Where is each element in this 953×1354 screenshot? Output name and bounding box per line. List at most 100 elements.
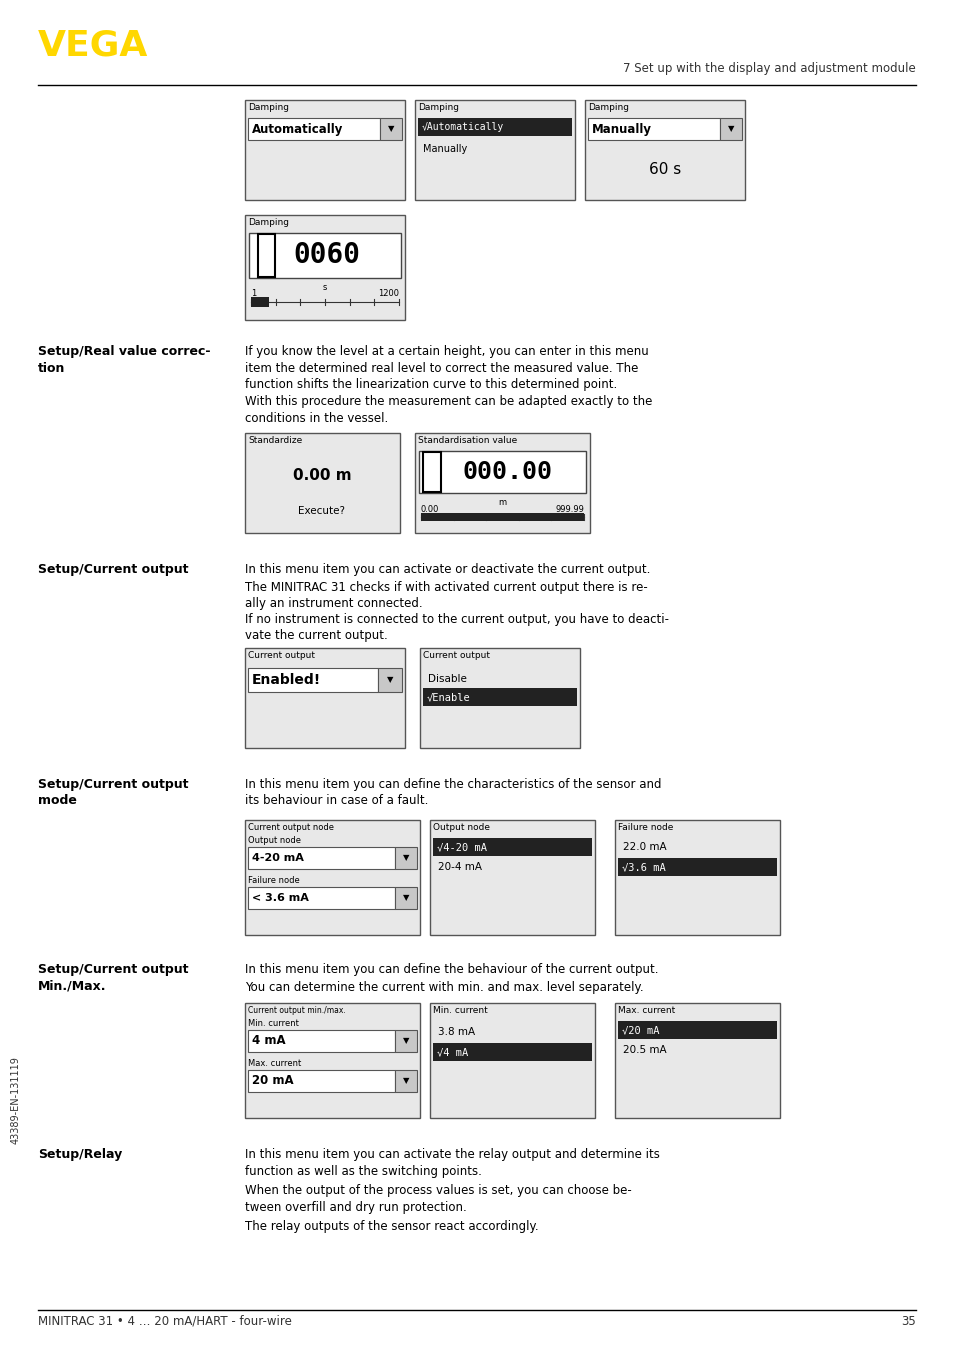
Text: ▼: ▼ <box>402 894 409 903</box>
Bar <box>377 668 401 692</box>
Text: 999.99: 999.99 <box>555 505 583 513</box>
Text: √Automatically: √Automatically <box>421 122 504 131</box>
Text: m: m <box>497 498 505 506</box>
Text: MINITRAC 31 • 4 … 20 mA/HART - four-wire: MINITRAC 31 • 4 … 20 mA/HART - four-wire <box>38 1315 292 1328</box>
Text: In this menu item you can activate the relay output and determine its
function a: In this menu item you can activate the r… <box>245 1148 659 1178</box>
Text: ▼: ▼ <box>402 1076 409 1086</box>
Text: s: s <box>322 283 327 292</box>
Text: In this menu item you can define the characteristics of the sensor and
its behav: In this menu item you can define the cha… <box>245 779 660 807</box>
Text: VEGA: VEGA <box>38 28 149 62</box>
Bar <box>584 100 744 200</box>
Text: Disable: Disable <box>428 674 466 684</box>
Bar <box>618 858 776 876</box>
Text: 3.8 mA: 3.8 mA <box>437 1026 475 1037</box>
Bar <box>379 118 401 139</box>
Text: 20-4 mA: 20-4 mA <box>437 862 481 872</box>
Bar <box>395 1070 416 1091</box>
Bar <box>245 1003 419 1118</box>
Bar <box>618 1021 776 1039</box>
Bar <box>720 118 741 139</box>
Text: The MINITRAC 31 checks if with activated current output there is re-
ally an ins: The MINITRAC 31 checks if with activated… <box>245 581 647 611</box>
Bar <box>248 118 379 139</box>
Bar <box>430 821 595 936</box>
Text: Manually: Manually <box>422 144 467 154</box>
Text: Setup/Current output
Min./Max.: Setup/Current output Min./Max. <box>38 963 189 992</box>
Text: 1200: 1200 <box>377 290 398 298</box>
Bar <box>415 433 589 533</box>
Text: Manually: Manually <box>592 122 651 135</box>
Text: If you know the level at a certain height, you can enter in this menu
item the d: If you know the level at a certain heigh… <box>245 345 648 391</box>
Text: In this menu item you can define the behaviour of the current output.: In this menu item you can define the beh… <box>245 963 658 976</box>
Text: Max. current: Max. current <box>248 1059 301 1068</box>
Text: 000.00: 000.00 <box>462 460 553 483</box>
Text: Damping: Damping <box>248 218 289 227</box>
Text: ▼: ▼ <box>386 676 393 685</box>
Bar <box>615 1003 780 1118</box>
Text: Standardize: Standardize <box>248 436 302 445</box>
Text: ▼: ▼ <box>402 853 409 862</box>
Bar <box>415 100 575 200</box>
Text: Standardisation value: Standardisation value <box>417 436 517 445</box>
Text: Enabled!: Enabled! <box>252 673 321 686</box>
Text: Current output: Current output <box>248 651 314 659</box>
Text: Min. current: Min. current <box>433 1006 487 1016</box>
Text: Current output min./max.: Current output min./max. <box>248 1006 345 1016</box>
Text: The relay outputs of the sensor react accordingly.: The relay outputs of the sensor react ac… <box>245 1220 538 1233</box>
Bar <box>418 451 585 493</box>
Text: < 3.6 mA: < 3.6 mA <box>252 894 309 903</box>
Bar <box>245 821 419 936</box>
Text: 0.00: 0.00 <box>420 505 439 513</box>
Text: √3.6 mA: √3.6 mA <box>621 862 665 872</box>
Text: 20 mA: 20 mA <box>252 1075 294 1087</box>
Text: 1: 1 <box>251 290 256 298</box>
Bar <box>248 1030 395 1052</box>
Text: ▼: ▼ <box>387 125 394 134</box>
Text: Setup/Relay: Setup/Relay <box>38 1148 122 1160</box>
Bar <box>422 452 440 492</box>
Text: Setup/Current output
mode: Setup/Current output mode <box>38 779 189 807</box>
Bar <box>245 433 399 533</box>
Bar <box>248 887 395 909</box>
Text: Current output: Current output <box>422 651 490 659</box>
Text: 35: 35 <box>901 1315 915 1328</box>
Bar <box>395 887 416 909</box>
Bar <box>419 649 579 747</box>
Text: Max. current: Max. current <box>618 1006 675 1016</box>
Text: √Enable: √Enable <box>427 692 470 701</box>
Text: Execute?: Execute? <box>298 506 345 516</box>
Bar <box>433 838 592 856</box>
Text: 43389-EN-131119: 43389-EN-131119 <box>11 1056 21 1144</box>
Text: ▼: ▼ <box>402 1037 409 1045</box>
Text: Output node: Output node <box>248 835 301 845</box>
Text: In this menu item you can activate or deactivate the current output.: In this menu item you can activate or de… <box>245 563 650 575</box>
Text: Output node: Output node <box>433 823 490 831</box>
Bar <box>395 848 416 869</box>
Text: When the output of the process values is set, you can choose be-
tween overfill : When the output of the process values is… <box>245 1183 631 1213</box>
Text: √20 mA: √20 mA <box>621 1025 659 1034</box>
Bar <box>245 100 405 200</box>
Bar <box>395 1030 416 1052</box>
Bar <box>248 668 377 692</box>
Text: With this procedure the measurement can be adapted exactly to the
conditions in : With this procedure the measurement can … <box>245 395 652 425</box>
Bar <box>587 118 720 139</box>
Text: 0060: 0060 <box>294 241 360 269</box>
Text: 60 s: 60 s <box>648 162 680 177</box>
Text: Damping: Damping <box>248 103 289 112</box>
Bar <box>245 215 405 320</box>
Bar <box>257 234 274 278</box>
Bar <box>251 297 269 307</box>
Text: Setup/Real value correc-
tion: Setup/Real value correc- tion <box>38 345 211 375</box>
Text: Setup/Current output: Setup/Current output <box>38 563 189 575</box>
Bar <box>248 848 395 869</box>
Text: Failure node: Failure node <box>618 823 673 831</box>
Bar <box>420 513 583 521</box>
Text: 0.00 m: 0.00 m <box>293 467 351 482</box>
Text: Automatically: Automatically <box>252 122 343 135</box>
Text: Min. current: Min. current <box>248 1020 298 1028</box>
Bar <box>248 1070 395 1091</box>
Bar <box>417 118 572 135</box>
Text: 4 mA: 4 mA <box>252 1034 285 1048</box>
Text: 20.5 mA: 20.5 mA <box>622 1045 666 1055</box>
Text: 4-20 mA: 4-20 mA <box>252 853 304 862</box>
Bar <box>433 1043 592 1062</box>
